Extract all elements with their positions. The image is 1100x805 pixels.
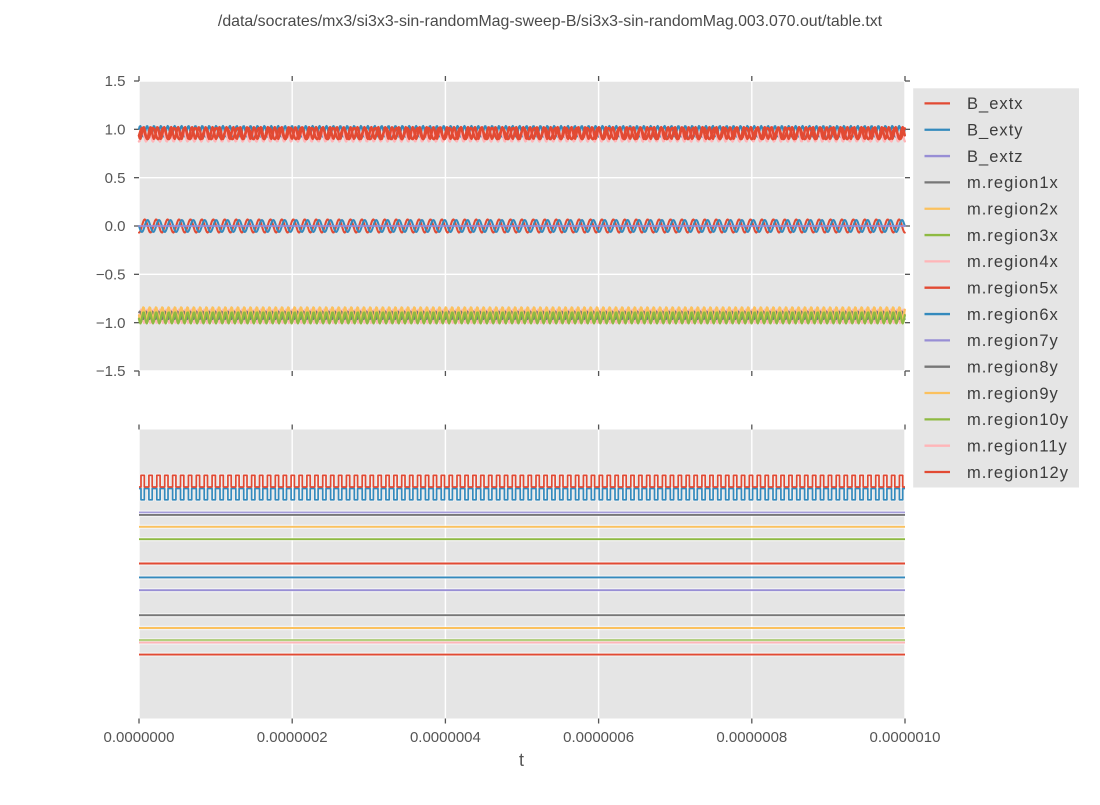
svg-text:1.5: 1.5: [105, 73, 126, 90]
svg-text:t: t: [519, 750, 524, 770]
svg-text:m.region2x: m.region2x: [967, 201, 1059, 219]
svg-text:B_extx: B_extx: [967, 95, 1024, 113]
svg-text:/data/socrates/mx3/si3x3-sin-r: /data/socrates/mx3/si3x3-sin-randomMag-s…: [218, 13, 883, 30]
svg-text:m.region10y: m.region10y: [967, 411, 1069, 429]
svg-text:m.region1x: m.region1x: [967, 174, 1059, 192]
svg-text:0.0000000: 0.0000000: [104, 729, 175, 746]
svg-text:m.region8y: m.region8y: [967, 359, 1059, 377]
svg-text:1.0: 1.0: [105, 122, 126, 139]
svg-text:0.0: 0.0: [105, 218, 126, 235]
svg-text:0.0000008: 0.0000008: [716, 729, 787, 746]
svg-text:B_exty: B_exty: [967, 122, 1024, 140]
svg-text:0.0000010: 0.0000010: [870, 729, 941, 746]
svg-text:−1.0: −1.0: [96, 315, 126, 332]
svg-text:B_extz: B_extz: [967, 148, 1024, 166]
svg-text:0.0000004: 0.0000004: [410, 729, 481, 746]
svg-text:−1.5: −1.5: [96, 363, 126, 380]
svg-text:m.region5x: m.region5x: [967, 280, 1059, 298]
svg-text:m.region6x: m.region6x: [967, 306, 1059, 324]
svg-text:m.region11y: m.region11y: [967, 437, 1068, 455]
svg-text:m.region4x: m.region4x: [967, 253, 1059, 271]
svg-text:0.0000002: 0.0000002: [257, 729, 328, 746]
svg-text:0.0000006: 0.0000006: [563, 729, 634, 746]
svg-text:m.region3x: m.region3x: [967, 227, 1059, 245]
svg-text:m.region12y: m.region12y: [967, 464, 1069, 482]
svg-text:0.5: 0.5: [105, 170, 126, 187]
svg-text:−0.5: −0.5: [96, 267, 126, 284]
svg-text:m.region7y: m.region7y: [967, 332, 1059, 350]
svg-text:m.region9y: m.region9y: [967, 385, 1059, 403]
